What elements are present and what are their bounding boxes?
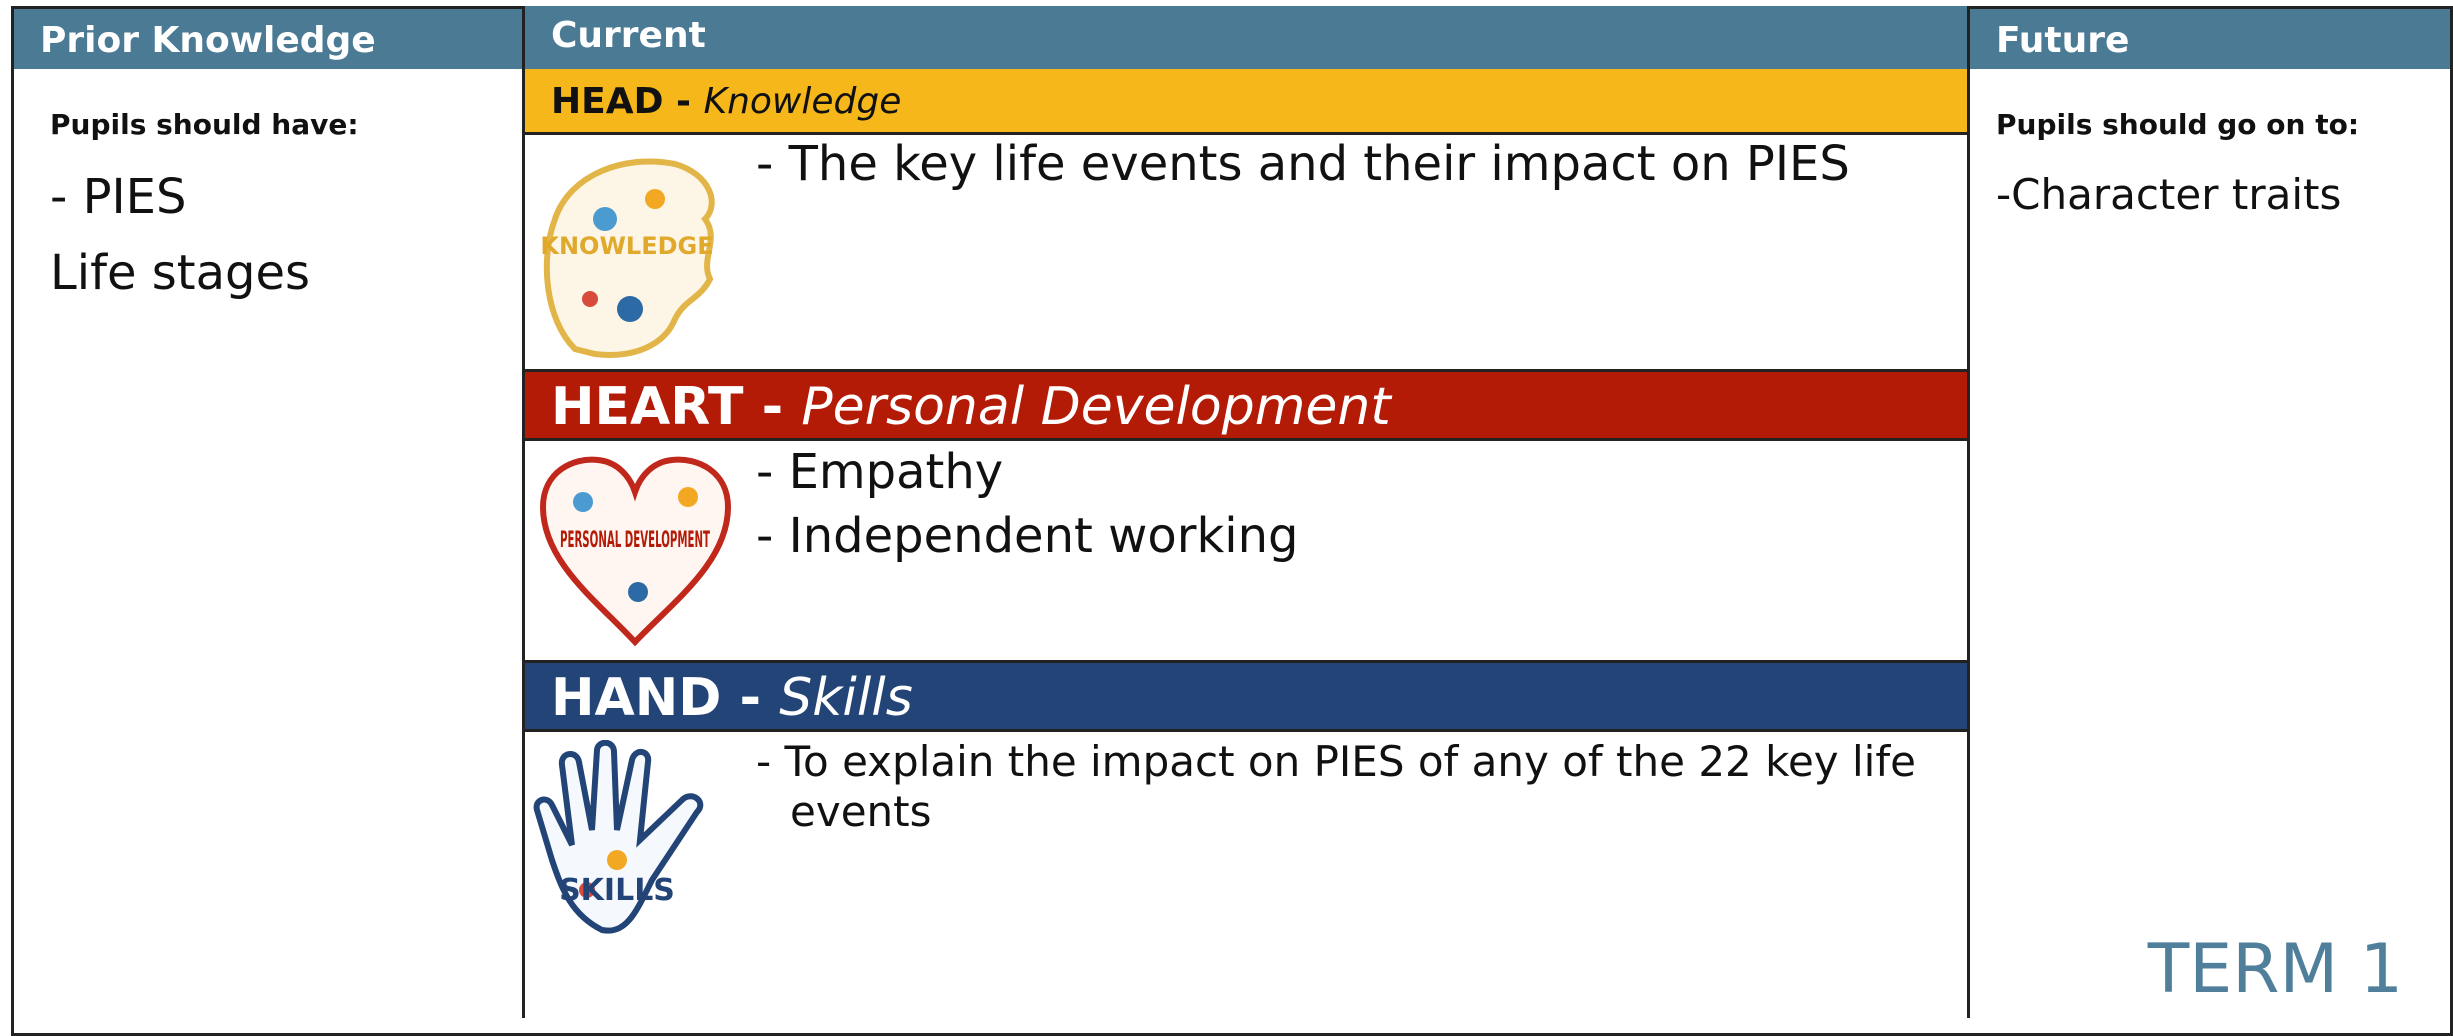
- section-subtitle: Skills: [779, 668, 913, 728]
- prior-item: - PIES: [50, 169, 187, 225]
- hand-items: - To explain the impact on PIES of any o…: [756, 737, 1946, 849]
- prior-cell: Pupils should have: - PIES Life stages: [50, 108, 510, 311]
- prior-intro: Pupils should have:: [50, 108, 359, 141]
- image-label: KNOWLEDGE: [540, 232, 713, 260]
- column-divider: [522, 6, 525, 1018]
- head-items: - The key life events and their impact o…: [756, 138, 1946, 202]
- section-title: HAND -: [551, 668, 780, 728]
- section-title: HEART -: [551, 377, 802, 437]
- hand-bar: HAND - Skills: [525, 660, 1967, 732]
- heart-item: - Independent working: [756, 508, 1299, 564]
- future-item: -Character traits: [1996, 170, 2342, 219]
- knowledge-illustration: KNOWLEDGE: [540, 158, 715, 358]
- future-cell: Pupils should go on to: -Character trait…: [1996, 108, 2436, 233]
- heart-illustration: PERSONAL DEVELOPMENT: [539, 456, 732, 647]
- prior-item: Life stages: [50, 245, 311, 301]
- section-subtitle: Personal Development: [801, 377, 1391, 437]
- heart-items: - Empathy - Independent working: [756, 446, 1946, 574]
- head-item: - The key life events and their impact o…: [756, 136, 1850, 192]
- header-future: Future: [1970, 9, 2450, 69]
- hand-illustration: SKILLS: [533, 740, 704, 934]
- section-subtitle: Knowledge: [703, 81, 902, 122]
- image-label: PERSONAL DEVELOPMENT: [560, 528, 710, 553]
- image-label: SKILLS: [559, 873, 675, 908]
- heart-bar: HEART - Personal Development: [525, 369, 1967, 441]
- hand-item: - To explain the impact on PIES of any o…: [756, 737, 1916, 836]
- heart-item: - Empathy: [756, 444, 1004, 500]
- term-label: TERM 1: [2147, 930, 2403, 1009]
- header-current: Current: [525, 6, 1967, 69]
- column-divider: [1967, 6, 1970, 1018]
- future-intro: Pupils should go on to:: [1996, 108, 2360, 141]
- header-prior: Prior Knowledge: [14, 9, 522, 69]
- head-bar: HEAD - Knowledge: [525, 69, 1967, 135]
- section-title: HEAD -: [551, 81, 704, 122]
